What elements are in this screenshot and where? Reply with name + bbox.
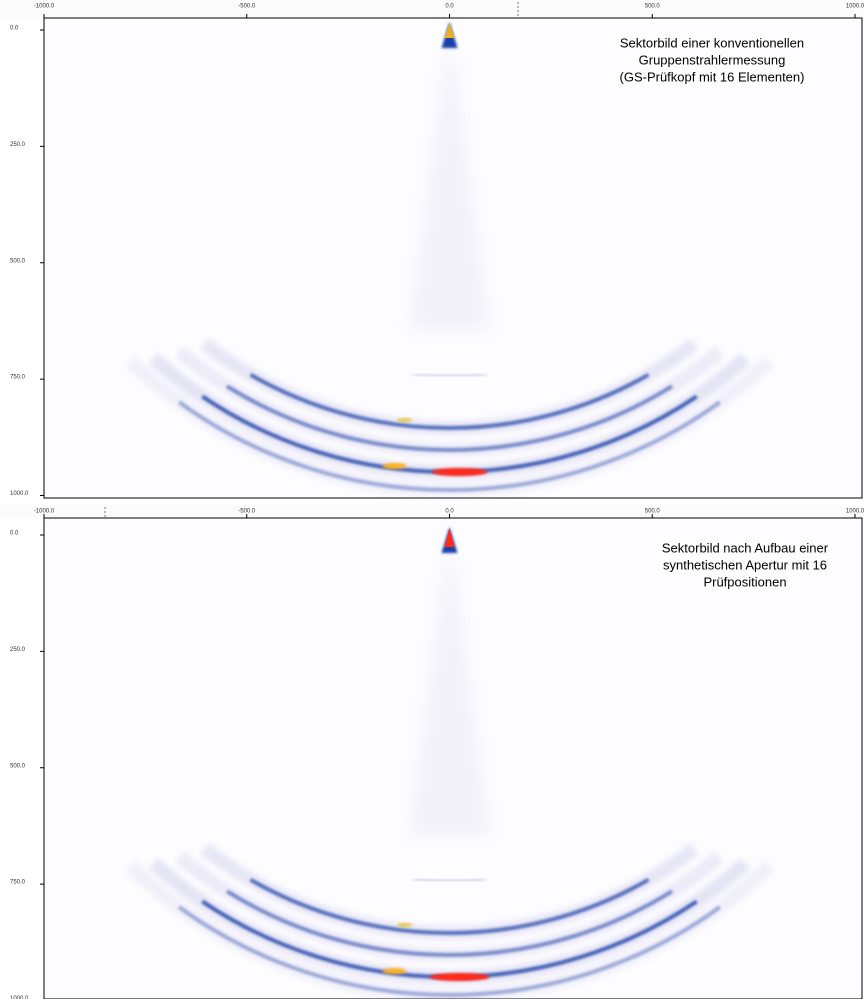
y-tick-label: 1000.0 <box>10 491 29 497</box>
screenshot: -1000.0 -500.0 0.0 500.0 1000.0 0.0 250.0 500.0… <box>0 0 864 999</box>
x-tick-label: 1000.0 <box>846 4 864 10</box>
echo-hot <box>432 468 488 476</box>
caption: Sektorbild einer konventionellen <box>620 35 804 50</box>
x-tick-label: 0.0 <box>445 4 454 10</box>
caption: (GS-Prüfkopf mit 16 Elementen) <box>620 69 805 84</box>
y-tick-label: 750.0 <box>10 375 26 381</box>
echo-hot <box>383 968 407 974</box>
caption: Gruppenstrahlermessung <box>639 52 786 67</box>
x-tick-label: 500.0 <box>645 4 661 10</box>
y-tick-label: 0.0 <box>10 26 19 32</box>
y-tick-label: 750.0 <box>10 880 26 886</box>
x-tick-label: -1000.0 <box>34 509 55 515</box>
page: {"panels": [ {"caption": ["Sektorbild ei… <box>0 0 864 999</box>
echo-hot <box>397 418 413 422</box>
echo-arc <box>413 879 485 881</box>
x-tick-label: 0.0 <box>445 509 454 515</box>
x-tick-label: 1000.0 <box>846 509 864 515</box>
echo-hot <box>383 463 407 469</box>
y-tick-label: 250.0 <box>10 647 26 653</box>
ruler <box>0 505 864 518</box>
caption: Prüfpositionen <box>703 574 786 589</box>
echo-hot <box>397 923 413 927</box>
caption: synthetischen Apertur mit 16 <box>663 557 827 572</box>
x-tick-label: -500.0 <box>238 4 256 10</box>
caption: Sektorbild nach Aufbau einer <box>662 540 829 555</box>
x-tick-label: 500.0 <box>645 509 661 515</box>
y-tick-label: 500.0 <box>10 258 26 264</box>
x-tick-label: -1000.0 <box>34 4 55 10</box>
y-tick-label: 0.0 <box>10 531 19 537</box>
ruler <box>0 0 864 18</box>
x-tick-label: -500.0 <box>238 509 256 515</box>
panel: -1000.0 -500.0 0.0 500.0 1000.0 0.0 250.0 500.0… <box>0 505 864 999</box>
echo-arc <box>413 374 485 376</box>
echo-hot <box>430 973 490 981</box>
y-tick-label: 250.0 <box>10 142 26 148</box>
y-tick-label: 500.0 <box>10 763 26 769</box>
panel: -1000.0 -500.0 0.0 500.0 1000.0 0.0 250.0 500.0… <box>0 0 864 498</box>
